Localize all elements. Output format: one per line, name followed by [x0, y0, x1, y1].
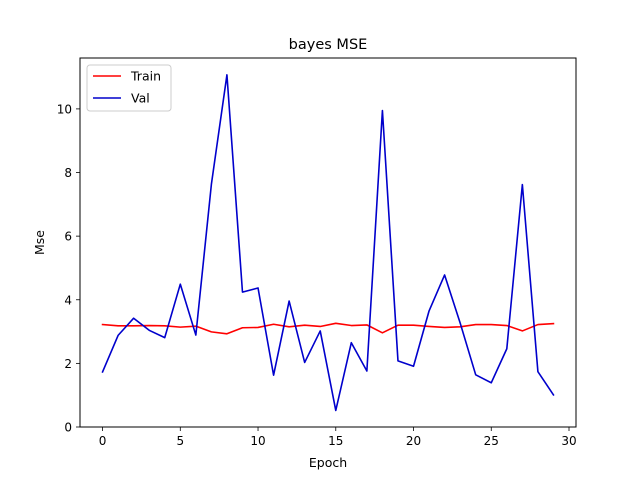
series-layer — [101, 74, 555, 412]
series-line-val — [101, 74, 555, 412]
y-tick-label: 8 — [64, 166, 72, 180]
legend-label-val: Val — [131, 91, 150, 106]
plot-area-frame — [79, 57, 577, 428]
ticks-layer: 0 5 10 15 20 25 30 0 2 4 6 8 10 — [57, 102, 577, 448]
chart-title: bayes MSE — [289, 37, 368, 53]
x-tick-label: 30 — [561, 434, 576, 448]
legend: Train Val — [86, 64, 172, 112]
x-tick-label: 10 — [250, 434, 265, 448]
y-axis-label: Mse — [32, 230, 47, 255]
x-tick-label: 0 — [99, 434, 107, 448]
y-tick-label: 0 — [64, 421, 72, 435]
x-tick-label: 25 — [484, 434, 499, 448]
y-tick-label: 2 — [64, 357, 72, 371]
legend-label-train: Train — [130, 69, 161, 84]
x-tick-label: 20 — [406, 434, 421, 448]
y-tick-label: 4 — [64, 293, 72, 307]
x-tick-label: 15 — [328, 434, 343, 448]
y-tick-label: 6 — [64, 230, 72, 244]
x-axis-label: Epoch — [309, 455, 347, 470]
y-tick-label: 10 — [57, 102, 72, 116]
x-tick-label: 5 — [176, 434, 184, 448]
series-line-train — [101, 322, 555, 335]
